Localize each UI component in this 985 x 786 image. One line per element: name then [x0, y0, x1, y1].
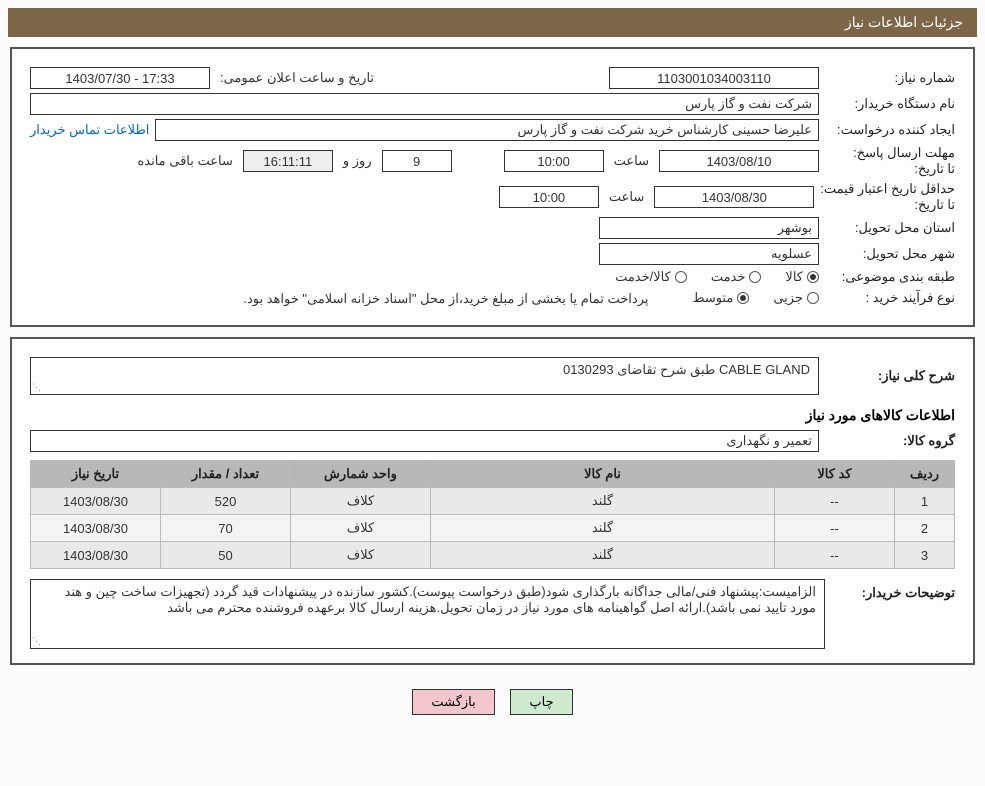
- th-unit: واحد شمارش: [291, 461, 431, 488]
- category-goods-radio[interactable]: کالا: [785, 269, 819, 285]
- remain-label: ساعت باقی مانده: [133, 153, 236, 169]
- goods-group-label: گروه کالا:: [825, 433, 955, 449]
- announce-value: 17:33 - 1403/07/30: [30, 67, 210, 89]
- resize-handle-icon: ⋰: [32, 636, 41, 647]
- th-date: تاریخ نیاز: [31, 461, 161, 488]
- page-header: جزئیات اطلاعات نیاز: [8, 8, 977, 37]
- table-row: 2 -- گلند کلاف 70 1403/08/30: [31, 515, 955, 542]
- deadline-label: مهلت ارسال پاسخ: تا تاریخ:: [825, 145, 955, 177]
- page-title: جزئیات اطلاعات نیاز: [845, 14, 963, 30]
- goods-table: ردیف کد کالا نام کالا واحد شمارش تعداد /…: [30, 460, 955, 569]
- validity-label: حداقل تاریخ اعتبار قیمت: تا تاریخ:: [820, 181, 955, 213]
- table-row: 3 -- گلند کلاف 50 1403/08/30: [31, 542, 955, 569]
- days-label: روز و: [339, 153, 376, 169]
- process-small-radio[interactable]: جزیی: [773, 290, 819, 306]
- time-label-1: ساعت: [610, 153, 653, 169]
- th-name: نام کالا: [431, 461, 775, 488]
- treasury-note: پرداخت تمام یا بخشی از مبلغ خرید،از محل …: [243, 291, 648, 307]
- action-buttons: چاپ بازگشت: [0, 675, 985, 729]
- deadline-time: 10:00: [504, 150, 604, 172]
- process-medium-radio[interactable]: متوسط: [692, 290, 749, 306]
- buyer-contact-link[interactable]: اطلاعات تماس خریدار: [30, 122, 149, 138]
- th-row: ردیف: [895, 461, 955, 488]
- th-code: کد کالا: [775, 461, 895, 488]
- table-header-row: ردیف کد کالا نام کالا واحد شمارش تعداد /…: [31, 461, 955, 488]
- time-label-2: ساعت: [605, 189, 648, 205]
- back-button[interactable]: بازگشت: [412, 689, 494, 715]
- validity-time: 10:00: [499, 186, 599, 208]
- buyer-org-label: نام دستگاه خریدار:: [825, 96, 955, 112]
- table-row: 1 -- گلند کلاف 520 1403/08/30: [31, 488, 955, 515]
- print-button[interactable]: چاپ: [510, 689, 572, 715]
- general-desc-text: CABLE GLAND طبق شرح تقاضای 0130293: [563, 362, 810, 377]
- radio-icon: [807, 271, 819, 283]
- days-remaining: 9: [382, 150, 452, 172]
- need-no-label: شماره نیاز:: [825, 70, 955, 86]
- requester-label: ایجاد کننده درخواست:: [825, 122, 955, 138]
- need-no-value: 1103001034003110: [609, 67, 819, 89]
- buyer-notes-label: توضیحات خریدار:: [825, 579, 955, 601]
- goods-panel: شرح کلی نیاز: CABLE GLAND طبق شرح تقاضای…: [10, 337, 975, 665]
- table-body: 1 -- گلند کلاف 520 1403/08/30 2 -- گلند …: [31, 488, 955, 569]
- province-label: استان محل تحویل:: [825, 220, 955, 236]
- city-label: شهر محل تحویل:: [825, 246, 955, 262]
- requester-value: علیرضا حسینی کارشناس خرید شرکت نفت و گاز…: [155, 119, 819, 141]
- announce-label: تاریخ و ساعت اعلان عمومی:: [216, 70, 378, 86]
- goods-info-title: اطلاعات کالاهای مورد نیاز: [30, 407, 955, 424]
- buyer-notes-text: الزامیست:پیشنهاد فنی/مالی جداگانه بارگذا…: [65, 584, 817, 615]
- th-qty: تعداد / مقدار: [161, 461, 291, 488]
- buyer-notes-box: الزامیست:پیشنهاد فنی/مالی جداگانه بارگذا…: [30, 579, 825, 649]
- resize-handle-icon: ⋰: [32, 382, 41, 393]
- province-value: بوشهر: [599, 217, 819, 239]
- process-label: نوع فرآیند خرید :: [825, 290, 955, 306]
- category-service-radio[interactable]: خدمت: [711, 269, 762, 285]
- buyer-org-value: شرکت نفت و گاز پارس: [30, 93, 819, 115]
- general-desc-label: شرح کلی نیاز:: [825, 368, 955, 384]
- countdown-timer: 16:11:11: [243, 150, 333, 172]
- category-label: طبقه بندی موضوعی:: [825, 269, 955, 285]
- need-details-panel: شماره نیاز: 1103001034003110 تاریخ و ساع…: [10, 47, 975, 327]
- validity-date: 1403/08/30: [654, 186, 814, 208]
- general-desc-box: CABLE GLAND طبق شرح تقاضای 0130293 ⋰: [30, 357, 819, 395]
- radio-icon: [749, 271, 761, 283]
- category-both-radio[interactable]: کالا/خدمت: [615, 269, 687, 285]
- radio-icon: [807, 292, 819, 304]
- radio-icon: [675, 271, 687, 283]
- goods-group-value: تعمیر و نگهداری: [30, 430, 819, 452]
- radio-icon: [737, 292, 749, 304]
- deadline-date: 1403/08/10: [659, 150, 819, 172]
- city-value: عسلویه: [599, 243, 819, 265]
